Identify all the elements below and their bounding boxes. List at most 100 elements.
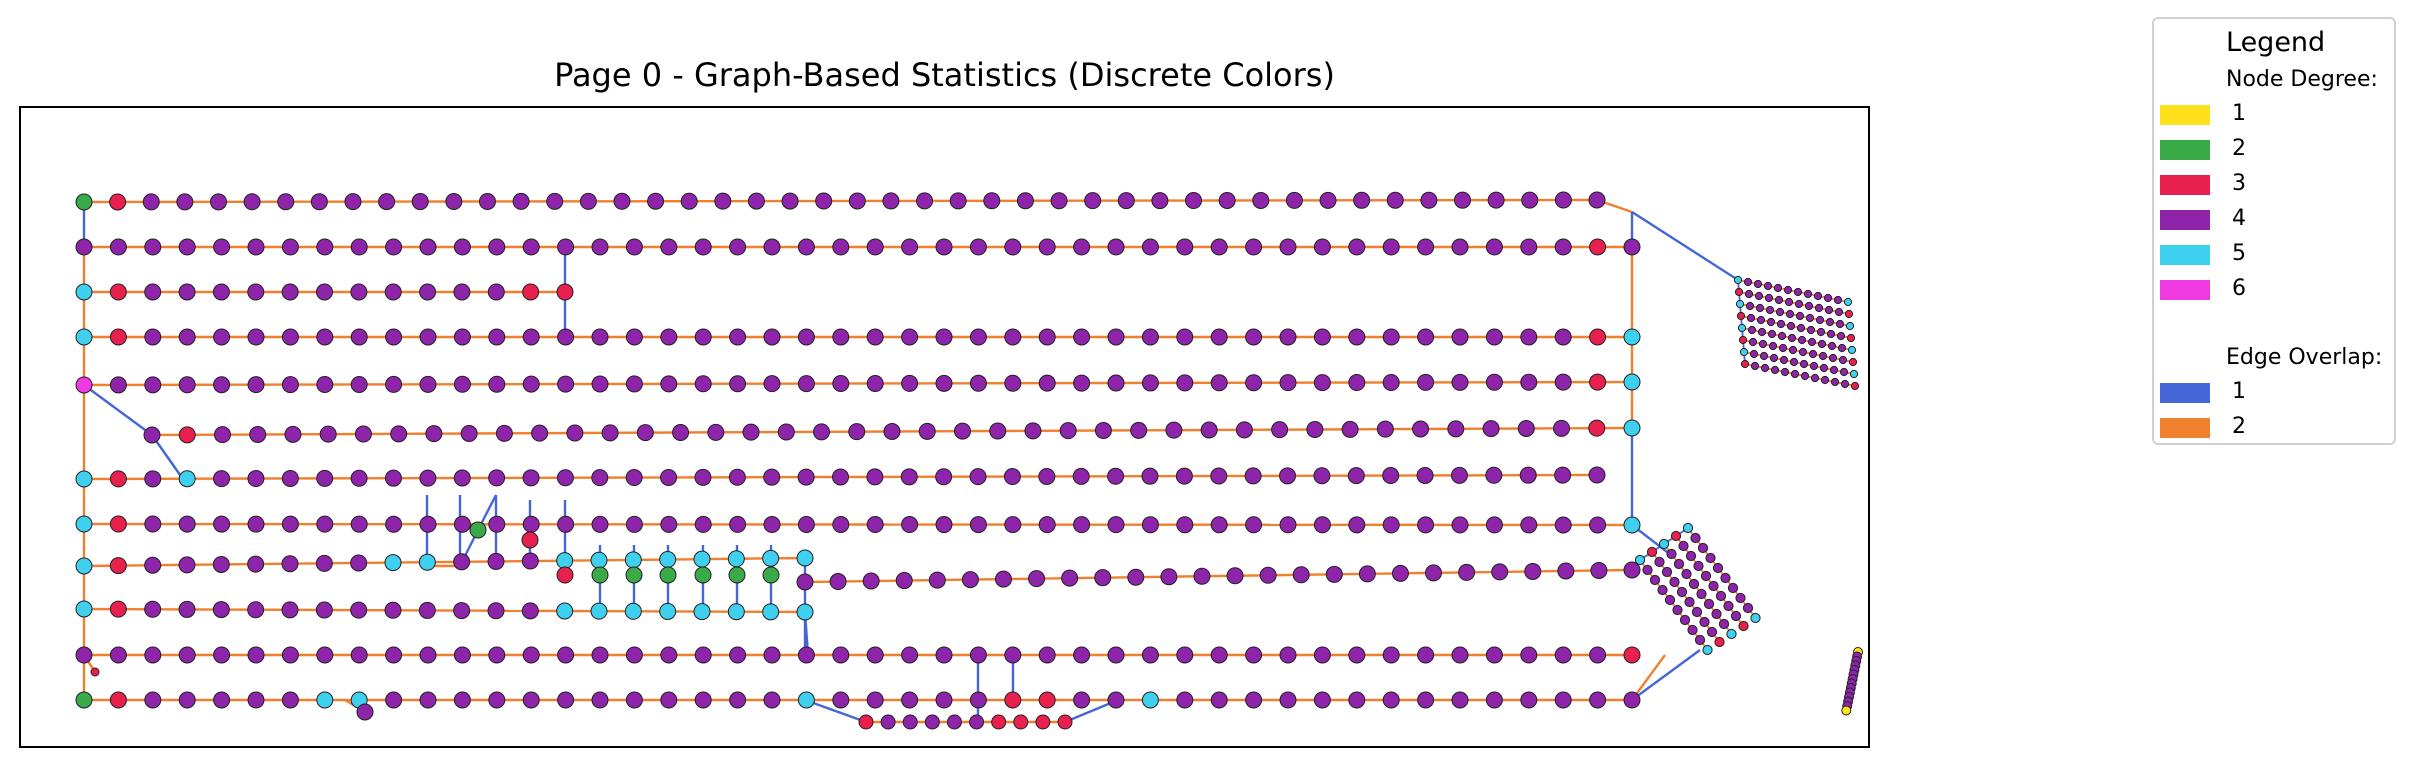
- graph-node: [1809, 361, 1819, 371]
- graph-node: [1279, 516, 1297, 534]
- graph-node: [109, 646, 127, 664]
- graph-node: [418, 553, 436, 571]
- graph-node: [1661, 566, 1673, 578]
- graph-node: [1245, 646, 1263, 664]
- graph-node: [1681, 568, 1692, 580]
- graph-node: [385, 238, 403, 256]
- graph-node: [1634, 554, 1646, 566]
- graph-node: [1765, 305, 1775, 315]
- graph-node: [1764, 293, 1774, 303]
- graph-node: [1073, 516, 1091, 534]
- graph-node: [1313, 646, 1331, 664]
- graph-node: [1073, 328, 1091, 346]
- graph-node: [281, 469, 299, 487]
- graph-node: [1796, 323, 1806, 333]
- graph-node: [1642, 564, 1653, 576]
- graph-node: [521, 552, 539, 570]
- graph-node: [1589, 373, 1607, 391]
- graph-node: [1004, 374, 1022, 392]
- graph-node: [953, 422, 971, 440]
- graph-node: [1313, 374, 1331, 392]
- graph-node: [1691, 606, 1703, 618]
- graph-node: [625, 515, 643, 533]
- graph-node: [969, 374, 987, 392]
- graph-node: [591, 566, 609, 584]
- graph-node: [1820, 375, 1830, 385]
- graph-node: [75, 646, 93, 664]
- graph-node: [557, 375, 575, 393]
- graph-node: [763, 646, 781, 664]
- graph-node: [1657, 584, 1668, 596]
- graph-node: [1684, 596, 1695, 608]
- graph-node: [1160, 568, 1178, 586]
- graph-node: [1737, 323, 1747, 333]
- graph-node: [1520, 373, 1538, 391]
- graph-node: [1165, 421, 1183, 439]
- graph-node: [1588, 191, 1606, 209]
- graph-node: [1107, 467, 1125, 485]
- graph-node: [1827, 341, 1837, 351]
- graph-edge: [1631, 210, 1739, 282]
- graph-node: [144, 691, 162, 709]
- legend-label: 2: [2232, 136, 2246, 161]
- graph-node: [1623, 373, 1641, 391]
- graph-node: [522, 238, 540, 256]
- graph-node: [344, 193, 362, 211]
- graph-node: [144, 556, 162, 574]
- graph-node: [1785, 309, 1795, 319]
- graph-node: [1824, 305, 1834, 315]
- graph-node: [680, 192, 698, 210]
- graph-node: [1706, 626, 1718, 638]
- graph-node: [763, 238, 781, 256]
- graph-node: [1747, 325, 1757, 335]
- graph-node: [1837, 343, 1847, 353]
- legend: Legend Node Degree: 1 2 3 4 5 6 Edge Ove…: [2152, 17, 2396, 445]
- graph-node: [1749, 349, 1759, 359]
- graph-node: [1734, 287, 1744, 297]
- graph-node: [281, 328, 299, 346]
- graph-node: [1107, 328, 1125, 346]
- graph-node: [522, 469, 540, 487]
- graph-node: [694, 646, 712, 664]
- graph-node: [1838, 355, 1848, 365]
- graph-node: [1846, 333, 1856, 343]
- graph-node: [1750, 361, 1760, 371]
- graph-node: [1748, 337, 1758, 347]
- graph-node: [647, 192, 665, 210]
- graph-node: [1107, 691, 1125, 709]
- graph-node: [694, 566, 712, 584]
- graph-node: [1245, 374, 1263, 392]
- graph-node: [625, 238, 643, 256]
- graph-node: [1554, 238, 1572, 256]
- graph-node: [1420, 191, 1438, 209]
- graph-node: [815, 192, 833, 210]
- graph-node: [763, 468, 781, 486]
- graph-node: [949, 192, 967, 210]
- graph-node: [557, 691, 575, 709]
- graph-node: [1623, 561, 1641, 579]
- graph-node: [961, 571, 979, 589]
- graph-node: [378, 193, 396, 211]
- graph-node: [1700, 570, 1712, 582]
- graph-node: [213, 470, 231, 488]
- graph-node: [901, 691, 919, 709]
- graph-node: [281, 555, 299, 573]
- graph-node: [1210, 238, 1228, 256]
- graph-node: [1175, 467, 1193, 485]
- graph-node: [1841, 705, 1852, 716]
- graph-node: [590, 551, 608, 569]
- graph-node: [1814, 303, 1824, 313]
- graph-node: [453, 469, 471, 487]
- graph-node: [1816, 327, 1826, 337]
- graph-node: [1805, 313, 1815, 323]
- graph-node: [928, 571, 946, 589]
- graph-node: [1382, 516, 1400, 534]
- graph-node: [1050, 192, 1068, 210]
- graph-node: [1520, 646, 1538, 664]
- graph-node: [1210, 691, 1228, 709]
- graph-node: [350, 601, 368, 619]
- graph-node: [522, 515, 540, 533]
- graph-node: [144, 238, 162, 256]
- graph-node: [488, 238, 506, 256]
